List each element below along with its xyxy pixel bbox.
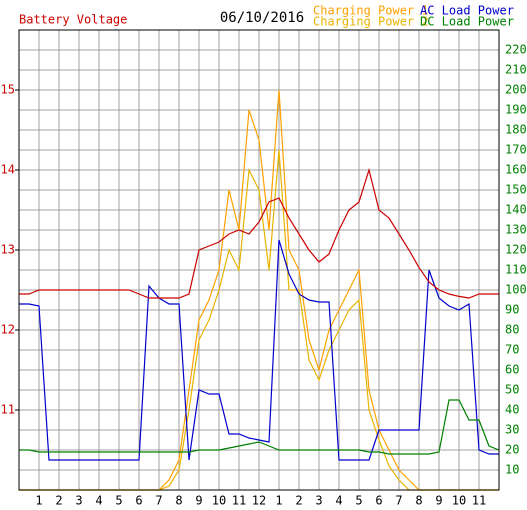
y-tick-label: 14 [1, 163, 15, 177]
y2-tick-label: 220 [505, 43, 527, 57]
y2-tick-label: 10 [505, 463, 519, 477]
y2-tick-label: 30 [505, 423, 519, 437]
y2-tick-label: 100 [505, 283, 527, 297]
x-tick-label: 9 [435, 494, 442, 508]
y2-tick-label: 160 [505, 163, 527, 177]
y2-tick-label: 170 [505, 143, 527, 157]
series-line [19, 167, 499, 299]
legend-entry: AC Load Power [420, 4, 514, 18]
x-tick-label: 8 [175, 494, 182, 508]
legend-entry: Charging Power 2 [313, 15, 429, 29]
x-tick-label: 1 [275, 494, 282, 508]
x-tick-label: 10 [212, 494, 226, 508]
x-tick-label: 7 [395, 494, 402, 508]
legend-entry: Charging Power 1 [313, 4, 429, 18]
y-tick-label: 15 [1, 83, 15, 97]
x-tick-label: 5 [115, 494, 122, 508]
y-tick-label: 11 [1, 403, 15, 417]
y2-tick-label: 70 [505, 343, 519, 357]
x-tick-label: 7 [155, 494, 162, 508]
series-line [19, 399, 500, 455]
axis-label: Battery Voltage [19, 13, 127, 27]
y2-tick-label: 20 [505, 443, 519, 457]
y-tick-label: 13 [1, 243, 15, 257]
y2-tick-label: 200 [505, 83, 527, 97]
y2-tick-label: 140 [505, 203, 527, 217]
y2-tick-label: 190 [505, 103, 527, 117]
x-tick-label: 9 [195, 494, 202, 508]
y2-tick-label: 180 [505, 123, 527, 137]
y2-tick-label: 110 [505, 263, 527, 277]
chart-title: 06/10/2016 [220, 10, 304, 26]
y2-tick-label: 90 [505, 303, 519, 317]
x-tick-label: 11 [472, 494, 486, 508]
x-tick-label: 3 [315, 494, 322, 508]
x-tick-label: 2 [55, 494, 62, 508]
x-tick-label: 2 [295, 494, 302, 508]
y2-tick-label: 60 [505, 363, 519, 377]
plot-border [18, 29, 500, 491]
x-tick-label: 3 [75, 494, 82, 508]
x-tick-label: 12 [252, 494, 266, 508]
y2-tick-label: 50 [505, 383, 519, 397]
legend-entry: DC Load Power [420, 15, 514, 29]
y2-tick-label: 130 [505, 223, 527, 237]
x-tick-label: 6 [375, 494, 382, 508]
x-tick-label: 6 [135, 494, 142, 508]
x-tick-label: 11 [232, 494, 246, 508]
x-tick-label: 4 [335, 494, 342, 508]
y2-tick-label: 150 [505, 183, 527, 197]
x-tick-label: 8 [415, 494, 422, 508]
x-tick-label: 4 [95, 494, 102, 508]
y2-tick-label: 210 [505, 63, 527, 77]
y2-tick-label: 40 [505, 403, 519, 417]
y-tick-label: 12 [1, 323, 15, 337]
x-tick-label: 1 [35, 494, 42, 508]
y2-tick-label: 120 [505, 243, 527, 257]
series-line [19, 239, 499, 461]
x-tick-label: 10 [452, 494, 466, 508]
x-tick-label: 5 [355, 494, 362, 508]
y2-tick-label: 80 [505, 323, 519, 337]
